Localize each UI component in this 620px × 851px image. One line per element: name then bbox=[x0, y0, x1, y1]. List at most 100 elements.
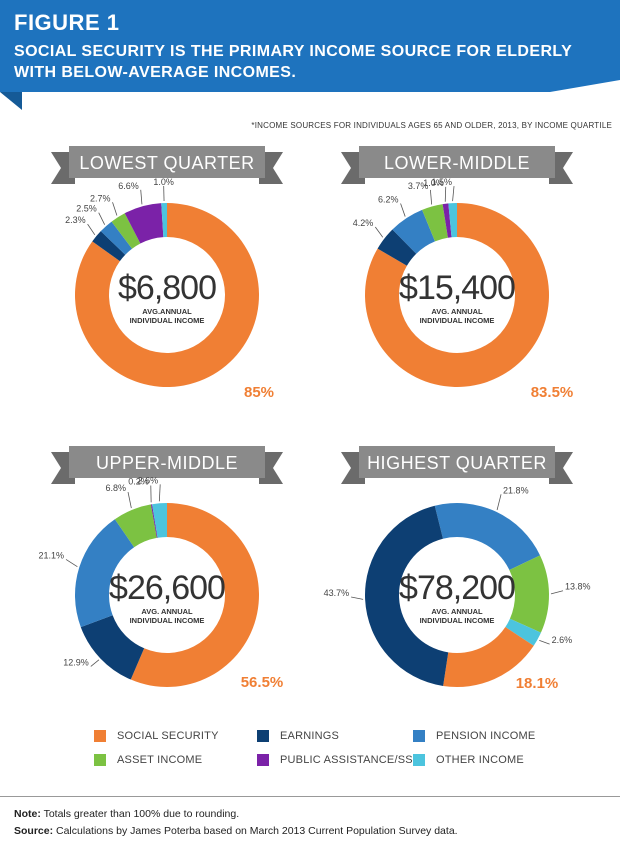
legend-item-asset-income: ASSET INCOME bbox=[94, 754, 202, 766]
slice-label-pension: 21.8% bbox=[503, 485, 529, 495]
legend-label: PUBLIC ASSISTANCE/SSI bbox=[280, 754, 417, 766]
slice-leader-line bbox=[65, 559, 78, 568]
slice-label-earnings: 12.9% bbox=[63, 657, 89, 667]
donut-slice-public bbox=[150, 504, 158, 538]
slice-leader-line bbox=[400, 203, 406, 217]
banner-background bbox=[0, 0, 620, 92]
legend-swatch bbox=[413, 730, 425, 742]
slice-label-other: 1.5% bbox=[431, 177, 452, 187]
slice-label-earnings: 43.7% bbox=[324, 588, 350, 598]
source-text: Calculations by James Poterba based on M… bbox=[53, 825, 458, 837]
chart-title-ribbon: HIGHEST QUARTER bbox=[341, 446, 573, 484]
donut-slice-social-security bbox=[74, 203, 260, 387]
donut-slice-earnings bbox=[377, 229, 417, 266]
center-label-line-2: INDIVIDUAL INCOME bbox=[420, 616, 495, 625]
center-label-line-2: INDIVIDUAL INCOME bbox=[130, 316, 205, 325]
chart-title: LOWER-MIDDLE bbox=[384, 153, 530, 173]
donut-slice-other bbox=[505, 618, 541, 646]
ribbon-body bbox=[69, 146, 265, 178]
chart-title: HIGHEST QUARTER bbox=[367, 453, 547, 473]
donut-slice-social-security bbox=[365, 203, 549, 387]
slice-label-public: 1.0% bbox=[423, 178, 444, 188]
slice-label-asset: 3.7% bbox=[408, 181, 429, 191]
legend-item-public-assistance: PUBLIC ASSISTANCE/SSI bbox=[257, 754, 416, 766]
donut-slice-earnings bbox=[92, 231, 126, 262]
donut-slice-asset bbox=[422, 204, 448, 242]
legend-label: SOCIAL SECURITY bbox=[117, 730, 219, 742]
center-income-value: $78,200 bbox=[399, 569, 515, 607]
slice-leader-line bbox=[90, 659, 100, 667]
legend-item-social-security: SOCIAL SECURITY bbox=[94, 730, 219, 742]
figure-headline: SOCIAL SECURITY IS THE PRIMARY INCOME SO… bbox=[14, 43, 572, 81]
donut-slice-other bbox=[161, 203, 167, 238]
legend-item-other-income: OTHER INCOME bbox=[413, 754, 524, 766]
chart-title: LOWEST QUARTER bbox=[79, 153, 254, 173]
donut-ring bbox=[74, 203, 260, 387]
slice-label-social-security: 18.1% bbox=[516, 675, 559, 692]
donut-ring bbox=[75, 503, 259, 687]
slice-label-other: 2.6% bbox=[552, 635, 573, 645]
donut-slice-earnings bbox=[80, 615, 145, 680]
source-label: Source: bbox=[14, 825, 54, 837]
slice-leader-line bbox=[539, 639, 550, 645]
donut-ring bbox=[365, 203, 549, 387]
legend-label: OTHER INCOME bbox=[436, 754, 524, 766]
chart-title-ribbon: UPPER-MIDDLE bbox=[51, 446, 283, 484]
donut-chart-svg: UPPER-MIDDLE 56.5% 12.9% 21.1% 6.8%0.2%2.6% $… bbox=[38, 446, 283, 691]
legend-swatch bbox=[94, 730, 106, 742]
donut-slice-pension bbox=[392, 209, 435, 254]
ribbon-body bbox=[359, 146, 555, 178]
legend-swatch bbox=[94, 754, 106, 766]
slice-leader-line bbox=[452, 186, 455, 202]
slice-leader-line bbox=[496, 494, 502, 511]
footer-notes: Note: Totals greater than 100% due to ro… bbox=[14, 806, 614, 840]
donut-chart-svg: LOWER-MIDDLE 83.5% 4.2% 6.2% 3.7%1.0%1.5% $15… bbox=[341, 146, 574, 401]
legend-swatch bbox=[257, 754, 269, 766]
slice-label-social-security: 83.5% bbox=[531, 384, 574, 401]
donut-slice-asset bbox=[114, 504, 157, 548]
banner-fold-shadow bbox=[0, 92, 22, 110]
slice-leader-line bbox=[374, 226, 384, 238]
slice-label-other: 1.0% bbox=[153, 177, 174, 187]
donut-chart-svg: LOWEST QUARTER 85% 2.3%2.5%2.7% 6.6% 1.0% $6,… bbox=[51, 146, 283, 401]
donut-slice-pension bbox=[75, 519, 135, 628]
donut-ring bbox=[364, 503, 549, 687]
slice-leader-line bbox=[112, 202, 118, 216]
donut-slice-public bbox=[124, 203, 164, 244]
donut-slice-pension bbox=[434, 503, 541, 571]
slice-label-pension: 2.5% bbox=[76, 204, 97, 214]
donut-slice-earnings bbox=[364, 505, 449, 686]
chart-subnote: *INCOME SOURCES FOR INDIVIDUALS AGES 65 … bbox=[251, 121, 612, 130]
slice-leader-line bbox=[87, 223, 96, 236]
ribbon-body bbox=[359, 446, 555, 478]
center-label-line-2: INDIVIDUAL INCOME bbox=[130, 616, 205, 625]
slice-label-other: 2.6% bbox=[138, 475, 159, 485]
center-income-value: $26,600 bbox=[109, 569, 225, 607]
donut-slice-other bbox=[152, 503, 167, 538]
figure-label: FIGURE 1 bbox=[14, 10, 120, 35]
slice-leader-line bbox=[351, 596, 364, 600]
donut-chart-lowest-quarter: LOWEST QUARTER 85% 2.3% 2.5% 2.7% 6.6% 1.0% $6,… bbox=[10, 140, 320, 440]
header-banner: FIGURE 1 SOCIAL SECURITY IS THE PRIMARY … bbox=[0, 0, 620, 110]
slice-label-earnings: 2.3% bbox=[65, 215, 86, 225]
center-label-line-1: AVG.ANNUAL bbox=[142, 307, 192, 316]
donut-chart-upper-middle: UPPER-MIDDLE 56.5% 12.9% 21.1% 6.8% 0.2% 2.6% $… bbox=[10, 440, 320, 740]
center-income-value: $15,400 bbox=[399, 269, 515, 307]
footer-divider bbox=[0, 796, 620, 797]
slice-label-public: 6.6% bbox=[118, 181, 139, 191]
chart-title-ribbon: LOWER-MIDDLE bbox=[341, 146, 573, 184]
slice-leader-line bbox=[98, 212, 106, 225]
slice-leader-line bbox=[140, 189, 143, 205]
donut-chart-highest-quarter: HIGHEST QUARTER 21.8% 13.8% 2.6% 18.1% 43.7% $… bbox=[300, 440, 610, 740]
donut-chart-lower-middle: LOWER-MIDDLE 83.5% 4.2% 6.2% 3.7% 1.0% 1.5% $15… bbox=[300, 140, 610, 440]
slice-label-asset: 13.8% bbox=[565, 582, 591, 592]
donut-slice-asset bbox=[509, 555, 549, 633]
footer-note-line: Note: Totals greater than 100% due to ro… bbox=[14, 806, 614, 823]
slice-label-asset: 2.7% bbox=[90, 193, 111, 203]
donut-slice-pension bbox=[100, 221, 133, 255]
chart-legend: SOCIAL SECURITY EARNINGS PENSION INCOME … bbox=[94, 730, 594, 780]
ribbon-body bbox=[69, 446, 265, 478]
donut-slice-asset bbox=[111, 213, 141, 249]
legend-swatch bbox=[413, 754, 425, 766]
